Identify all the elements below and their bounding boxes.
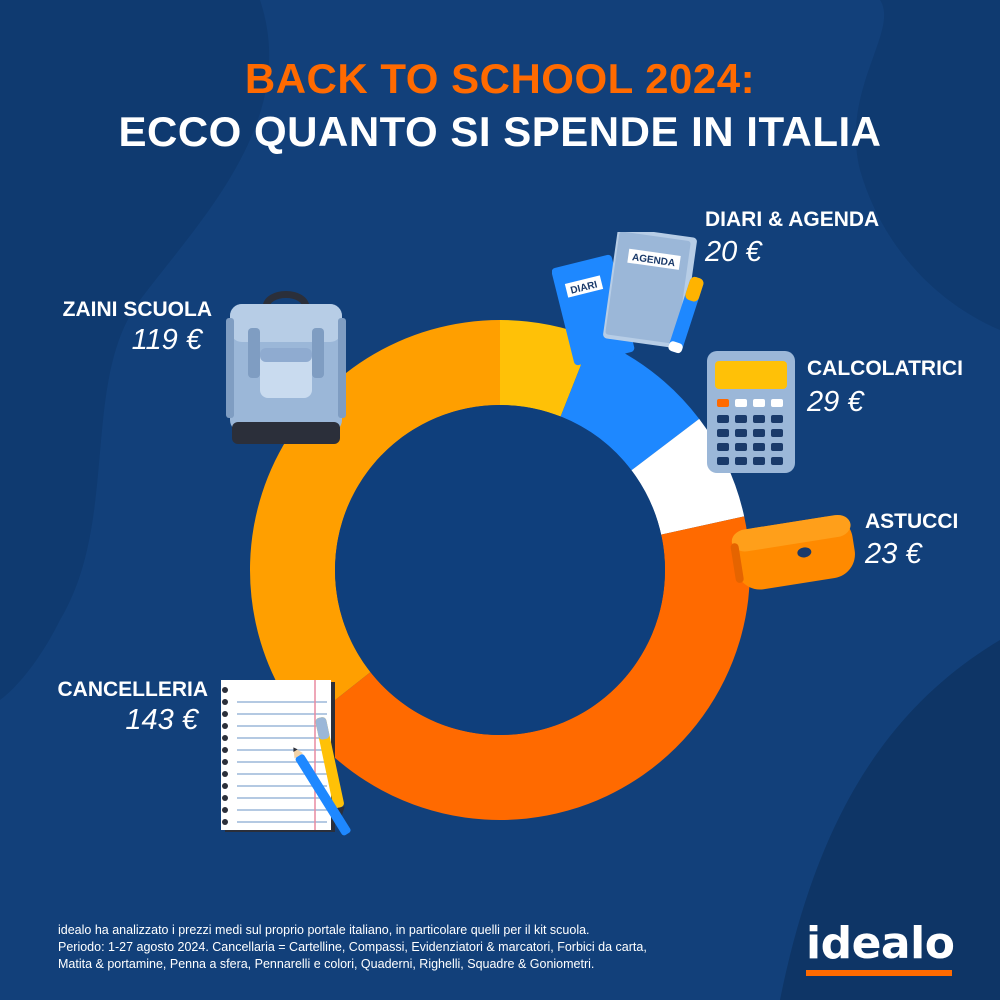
- label-calcolatrici: CALCOLATRICI: [807, 357, 963, 380]
- footnote-line-2: Periodo: 1-27 agosto 2024. Cancellaria =…: [58, 940, 647, 954]
- backpack-icon: [226, 291, 346, 444]
- value-calcolatrici: 29 €: [807, 386, 864, 418]
- logo-text: idealo: [806, 918, 955, 969]
- value-astucci: 23 €: [865, 538, 922, 570]
- title-line-1: BACK TO SCHOOL 2024:: [244, 55, 756, 102]
- footnote: idealo ha analizzato i prezzi medi sul p…: [58, 922, 758, 973]
- footnote-line-3: Matita & portamine, Penna a sfera, Penna…: [58, 957, 595, 971]
- label-diari-agenda: DIARI & AGENDA: [705, 208, 880, 231]
- calculator-icon: [707, 351, 795, 473]
- value-cancelleria: 143 €: [125, 704, 198, 736]
- label-cancelleria: CANCELLERIA: [57, 678, 209, 701]
- notepad-pencil-icon: [221, 680, 351, 836]
- label-astucci: ASTUCCI: [865, 510, 959, 533]
- donut-hole: [335, 405, 665, 735]
- title-line-2: ECCO QUANTO SI SPENDE IN ITALIA: [118, 108, 882, 155]
- idealo-logo: idealo: [806, 918, 955, 976]
- slice-diari-agenda: [500, 320, 592, 417]
- slice-cancelleria: [303, 516, 750, 821]
- footnote-line-1: idealo ha analizzato i prezzi medi sul p…: [58, 923, 590, 937]
- logo-underline: [806, 970, 952, 976]
- value-zaini-scuola: 119 €: [131, 324, 202, 356]
- label-zaini-scuola: ZAINI SCUOLA: [62, 298, 212, 321]
- diary-agenda-icon: DIARI AGENDA: [552, 232, 704, 366]
- slice-calcolatrici: [560, 337, 700, 471]
- pencil-case-icon: [730, 514, 855, 590]
- value-diari-agenda: 20 €: [705, 236, 762, 268]
